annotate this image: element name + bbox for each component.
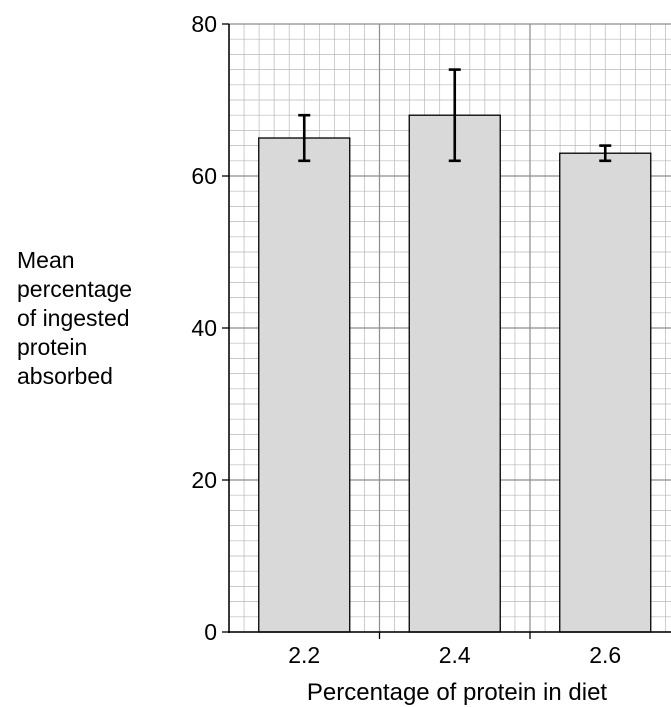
y-tick-label: 40	[191, 315, 217, 341]
x-tick-label: 2.4	[439, 642, 471, 668]
y-axis-title-line: protein	[17, 334, 88, 360]
axes	[222, 23, 671, 639]
y-axis-title: Mean percentage of ingested protein abso…	[17, 246, 177, 391]
y-tick-label: 60	[191, 163, 217, 189]
bar	[559, 152, 652, 633]
x-axis-title: Percentage of protein in diet	[307, 679, 608, 706]
y-axis-title-line: Mean	[17, 247, 75, 273]
bar	[408, 114, 501, 633]
x-tick-label: 2.2	[288, 642, 320, 668]
y-tick-label: 80	[191, 11, 217, 37]
y-tick-label: 20	[191, 467, 217, 493]
y-tick-label: 0	[204, 619, 217, 645]
y-tick-labels: 0 20 40 60 80	[191, 11, 217, 645]
error-bars	[298, 68, 612, 163]
bar	[258, 137, 351, 633]
x-tick-label: 2.6	[589, 642, 621, 668]
x-tick-labels: 2.2 2.4 2.6	[288, 642, 621, 668]
y-axis-title-line: absorbed	[17, 363, 113, 389]
y-axis-title-line: of ingested	[17, 305, 130, 331]
y-axis-title-line: percentage	[17, 276, 133, 302]
bars	[258, 114, 652, 633]
